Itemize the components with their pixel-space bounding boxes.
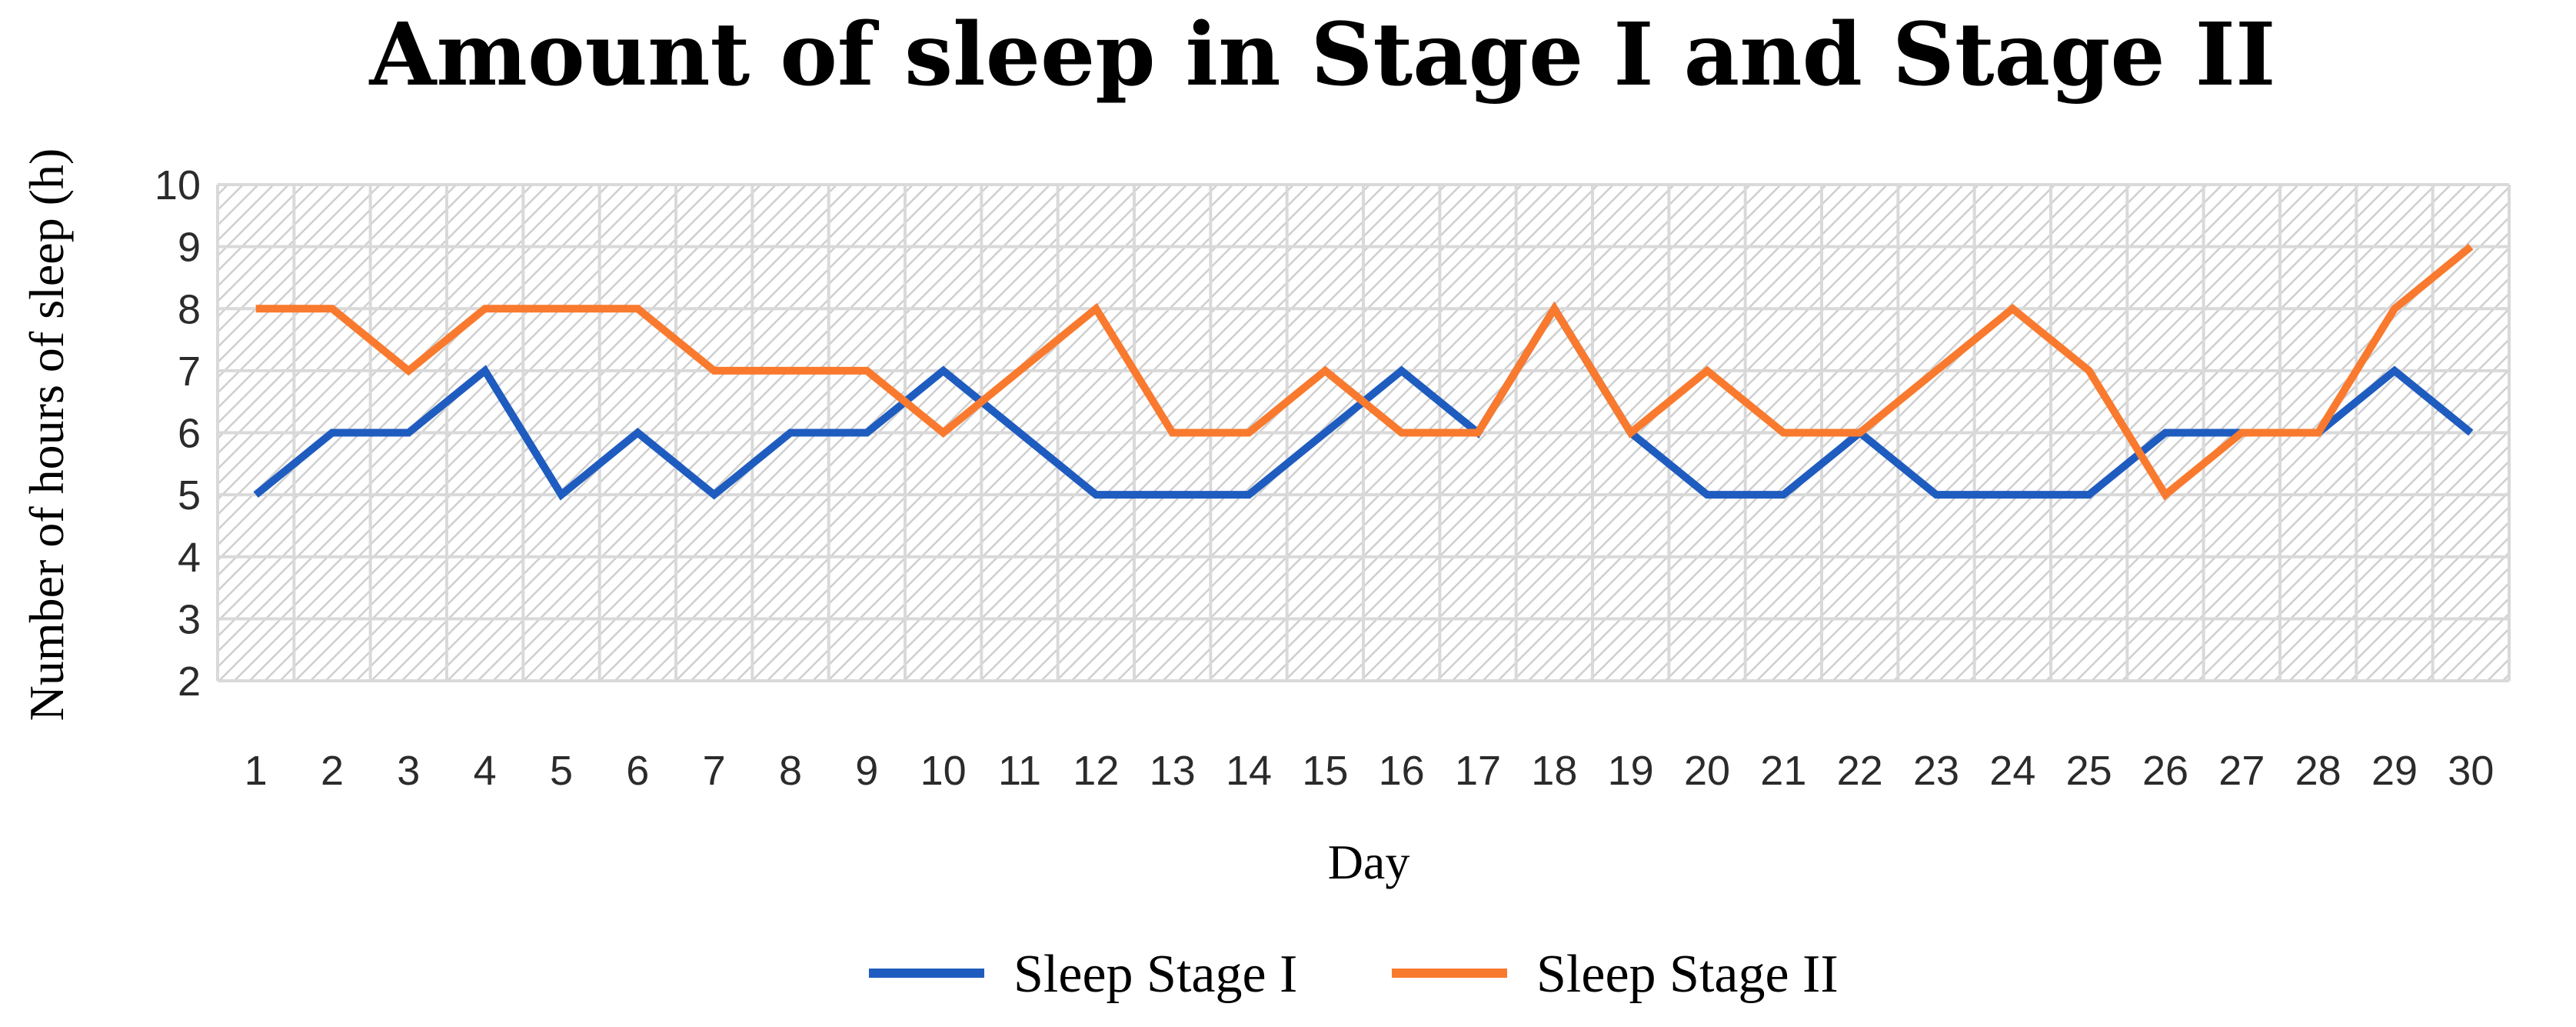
x-tick-label: 24 (1989, 748, 2035, 794)
y-axis-title: Number of hours of sleep (h) (19, 148, 74, 722)
x-tick-label: 12 (1073, 748, 1119, 794)
x-tick-label: 29 (2371, 748, 2418, 794)
y-tick-label: 2 (178, 659, 201, 705)
x-tick-label: 10 (920, 748, 967, 794)
x-tick-label: 13 (1150, 748, 1196, 794)
x-tick-label: 17 (1455, 748, 1501, 794)
x-tick-label: 8 (779, 748, 802, 794)
x-tick-label: 1 (245, 748, 268, 794)
legend-label-1: Sleep Stage I (1013, 945, 1297, 1004)
x-tick-label: 20 (1684, 748, 1730, 794)
y-tick-label: 9 (178, 225, 201, 271)
x-tick-label: 11 (998, 748, 1041, 794)
y-axis-ticks: 2 3 4 5 6 7 8 9 10 (155, 162, 201, 705)
x-tick-label: 2 (321, 748, 344, 794)
x-tick-label: 7 (703, 748, 726, 794)
x-axis-title: Day (1328, 835, 1410, 889)
legend: Sleep Stage I Sleep Stage II (869, 945, 1839, 1004)
x-tick-label: 23 (1913, 748, 1959, 794)
y-tick-label: 5 (178, 472, 201, 519)
x-tick-label: 14 (1226, 748, 1272, 794)
x-tick-label: 25 (2066, 748, 2112, 794)
y-tick-label: 6 (178, 411, 201, 457)
series-lines (253, 243, 2474, 501)
x-tick-label: 21 (1760, 748, 1806, 794)
y-tick-label: 10 (155, 162, 201, 208)
x-tick-label: 5 (550, 748, 573, 794)
x-tick-label: 18 (1531, 748, 1577, 794)
x-tick-label: 15 (1302, 748, 1348, 794)
x-tick-label: 27 (2218, 748, 2265, 794)
x-tick-label: 26 (2142, 748, 2188, 794)
x-tick-label: 16 (1379, 748, 1425, 794)
x-tick-label: 30 (2448, 748, 2494, 794)
chart-title: Amount of sleep in Stage I and Stage II (369, 5, 2276, 105)
y-tick-label: 4 (178, 535, 201, 581)
y-tick-label: 3 (178, 596, 201, 642)
series-line-2 (255, 243, 2474, 501)
x-tick-label: 19 (1608, 748, 1654, 794)
x-axis-ticks: 1 2 3 4 5 6 7 8 9 10 11 12 13 14 15 16 17 18 19 20 21 22 23 24 2… (245, 748, 2494, 794)
x-tick-label: 9 (855, 748, 878, 794)
x-tick-label: 4 (474, 748, 497, 794)
x-tick-label: 22 (1837, 748, 1883, 794)
x-tick-label: 28 (2295, 748, 2341, 794)
x-tick-label: 6 (626, 748, 649, 794)
y-tick-label: 8 (178, 286, 201, 332)
legend-label-2: Sleep Stage II (1536, 945, 1839, 1004)
x-tick-label: 3 (397, 748, 420, 794)
y-tick-label: 7 (178, 348, 201, 395)
